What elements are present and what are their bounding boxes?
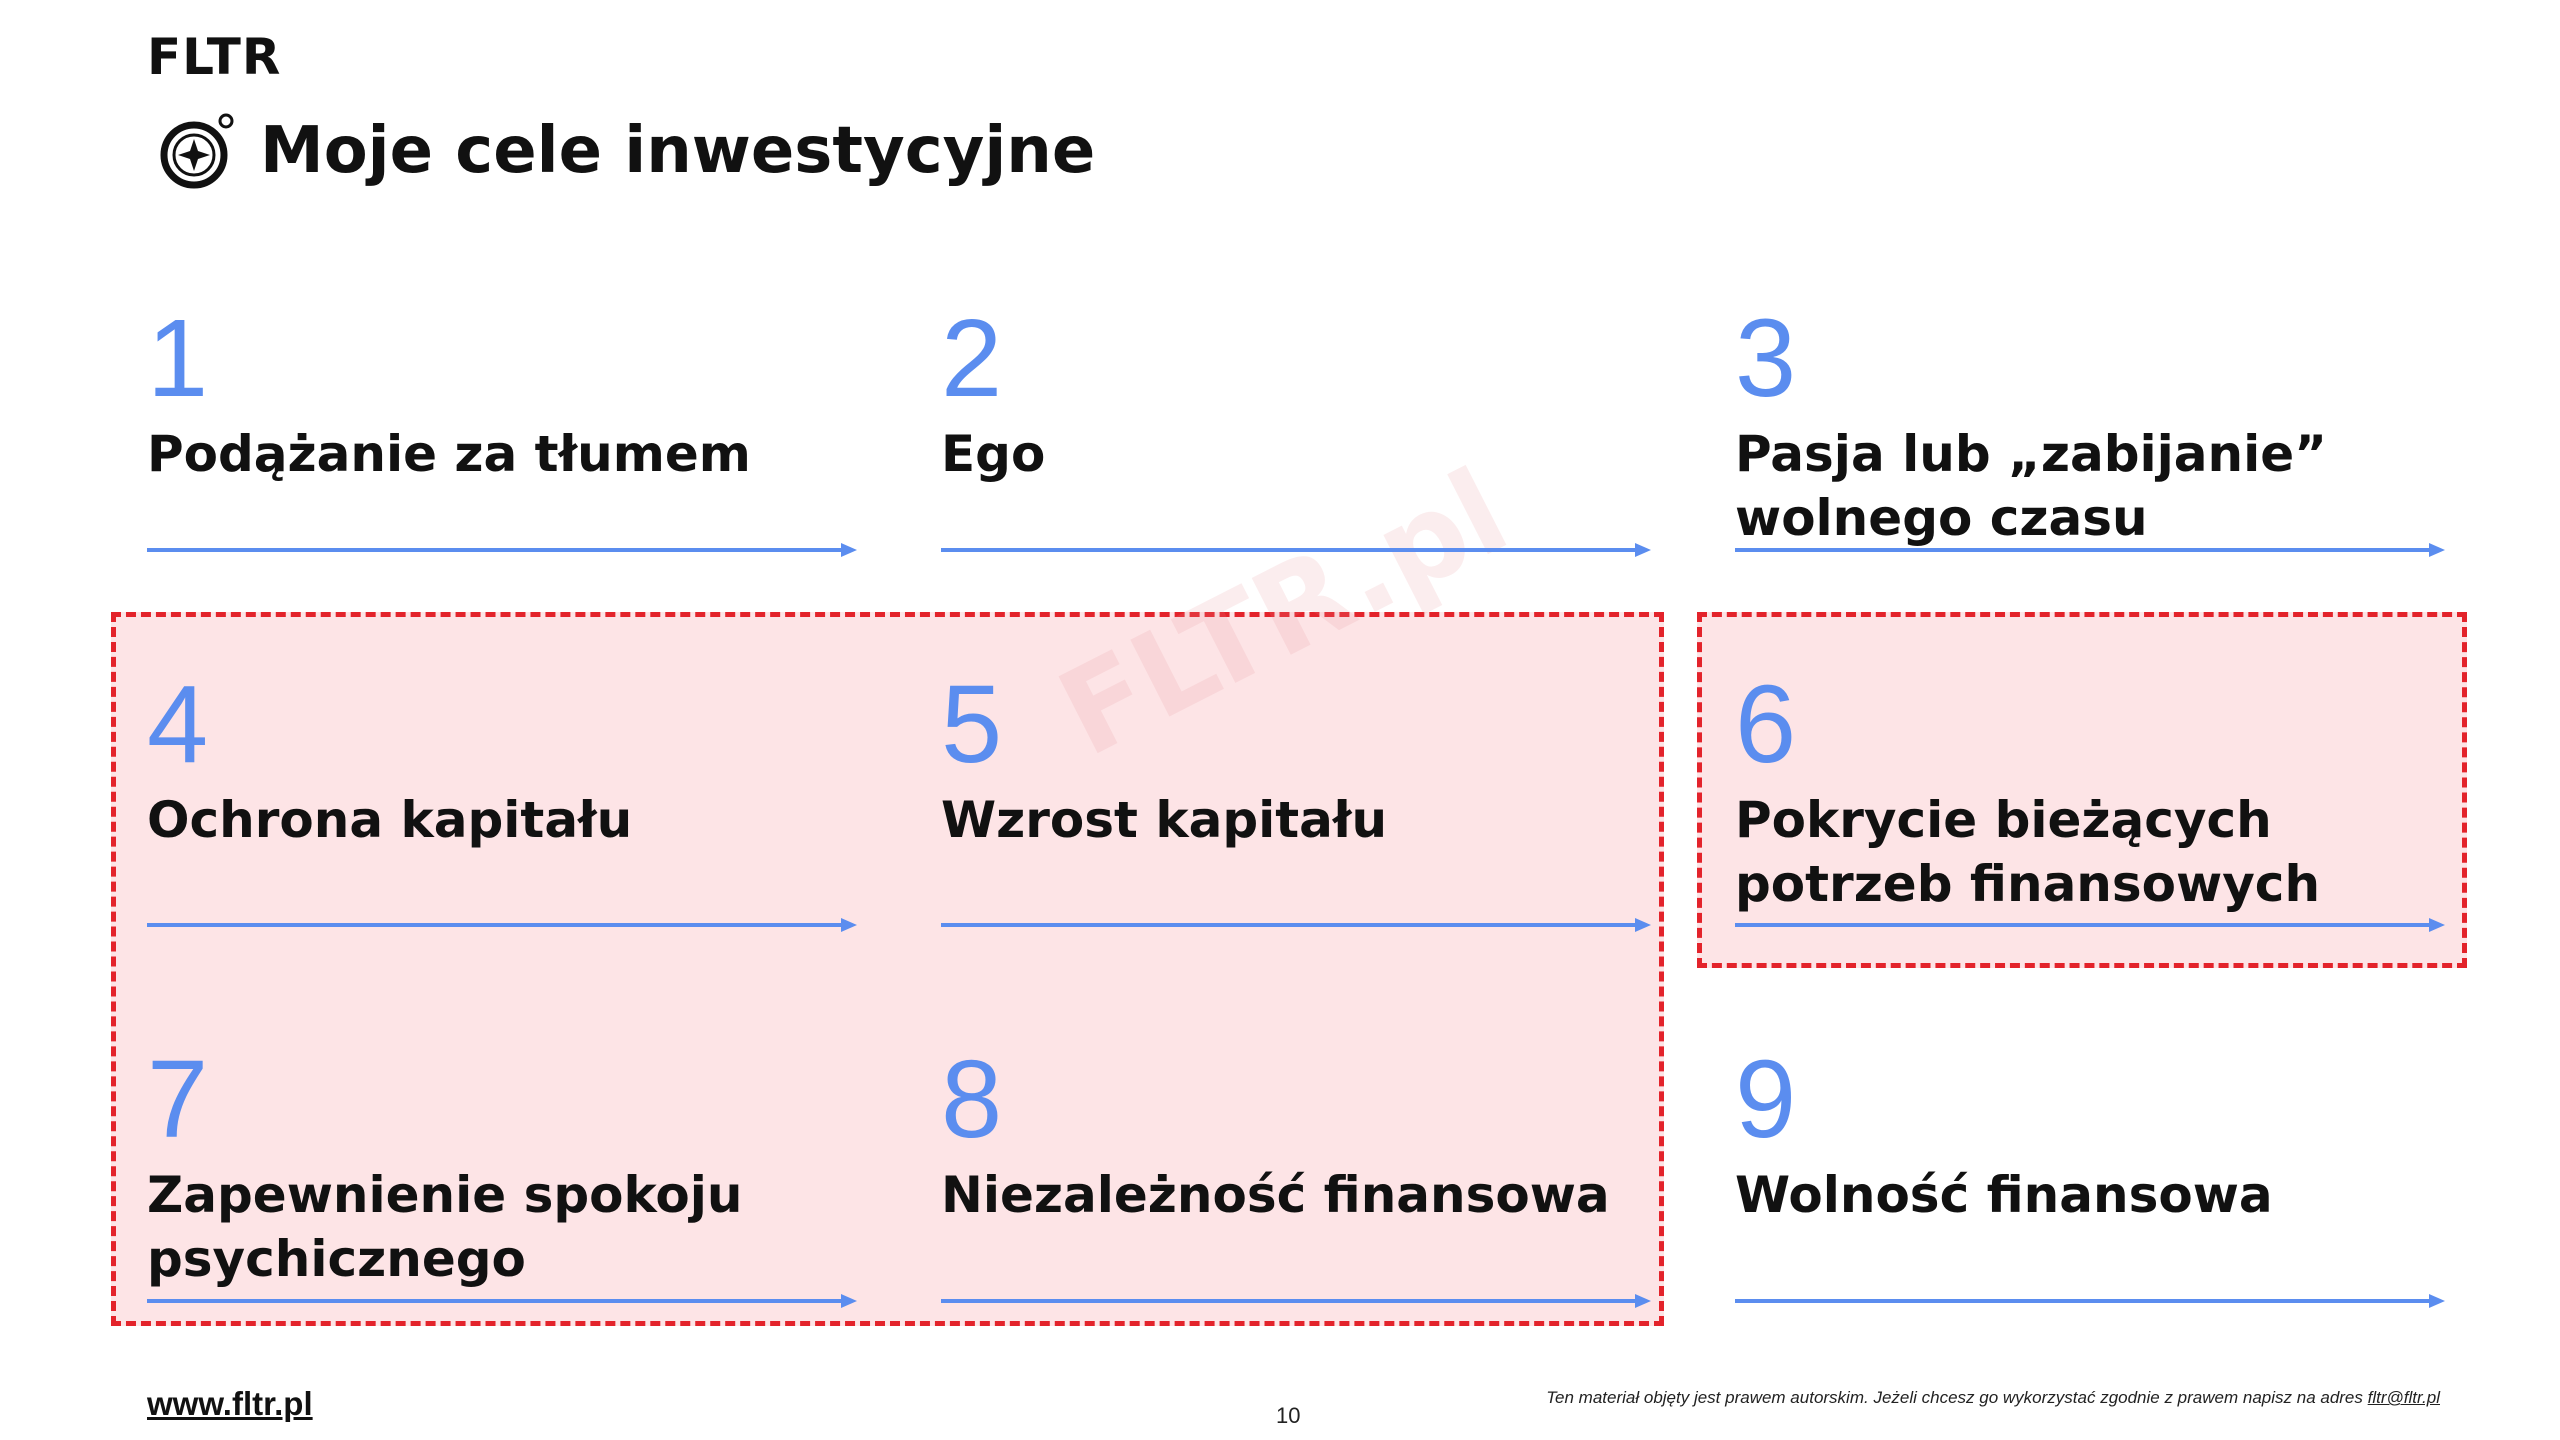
arrow-right-icon: [147, 918, 857, 932]
goal-label: Wolność finansowa: [1735, 1166, 2273, 1224]
goal-item-9: 9 Wolność finansowa: [1735, 1045, 2445, 1345]
goal-label: Ochrona kapitału: [147, 791, 633, 849]
highlight-box-goals-4-5-7-8: [111, 612, 1664, 1326]
arrow-right-icon: [1735, 543, 2445, 557]
page-number: 10: [1276, 1403, 1301, 1428]
goal-label: Zapewnienie spokoju psychicznego: [147, 1166, 743, 1288]
goal-item-1: 1 Podążanie za tłumem: [147, 304, 857, 604]
copyright-text: Ten materiał objęty jest prawem autorski…: [1546, 1388, 2363, 1407]
goal-number: 4: [147, 663, 209, 786]
arrow-right-icon: [1735, 1294, 2445, 1308]
brand-logo-text: FLTR: [147, 28, 282, 86]
goal-number: 1: [147, 297, 209, 420]
goal-label: Pasja lub „zabijanie” wolnego czasu: [1735, 425, 2328, 547]
arrow-right-icon: [147, 1294, 857, 1308]
goal-item-7: 7 Zapewnienie spokoju psychicznego: [147, 1045, 857, 1345]
arrow-right-icon: [1735, 918, 2445, 932]
goal-number: 3: [1735, 297, 1797, 420]
page-header: Moje cele inwestycyjne: [158, 108, 1095, 194]
contact-email-link[interactable]: fltr@fltr.pl: [2367, 1388, 2440, 1407]
arrow-right-icon: [941, 918, 1651, 932]
goal-item-6: 6 Pokrycie bieżących potrzeb finansowych: [1735, 670, 2445, 970]
arrow-right-icon: [941, 1294, 1651, 1308]
goal-number: 9: [1735, 1038, 1797, 1161]
goal-number: 6: [1735, 663, 1797, 786]
compass-icon: [160, 113, 234, 189]
goal-item-5: 5 Wzrost kapitału: [941, 670, 1651, 970]
goal-number: 2: [941, 297, 1003, 420]
highlight-box-goal-6: [1697, 612, 2467, 968]
goal-item-8: 8 Niezależność finansowa: [941, 1045, 1651, 1345]
goal-label: Podążanie za tłumem: [147, 425, 751, 483]
copyright-notice: Ten materiał objęty jest prawem autorski…: [1546, 1388, 2440, 1408]
goal-label: Pokrycie bieżących potrzeb finansowych: [1735, 791, 2321, 913]
footer-website-link[interactable]: www.fltr.pl: [147, 1385, 313, 1422]
goal-item-3: 3 Pasja lub „zabijanie” wolnego czasu: [1735, 304, 2445, 604]
goal-item-2: 2 Ego: [941, 304, 1651, 604]
arrow-right-icon: [941, 543, 1651, 557]
goal-number: 7: [147, 1038, 209, 1161]
goal-label: Niezależność finansowa: [941, 1166, 1610, 1224]
goal-label: Wzrost kapitału: [941, 791, 1388, 849]
goal-number: 5: [941, 663, 1003, 786]
goal-item-4: 4 Ochrona kapitału: [147, 670, 857, 970]
goal-label: Ego: [941, 425, 1046, 483]
goal-number: 8: [941, 1038, 1003, 1161]
page-title: Moje cele inwestycyjne: [260, 114, 1096, 188]
arrow-right-icon: [147, 543, 857, 557]
